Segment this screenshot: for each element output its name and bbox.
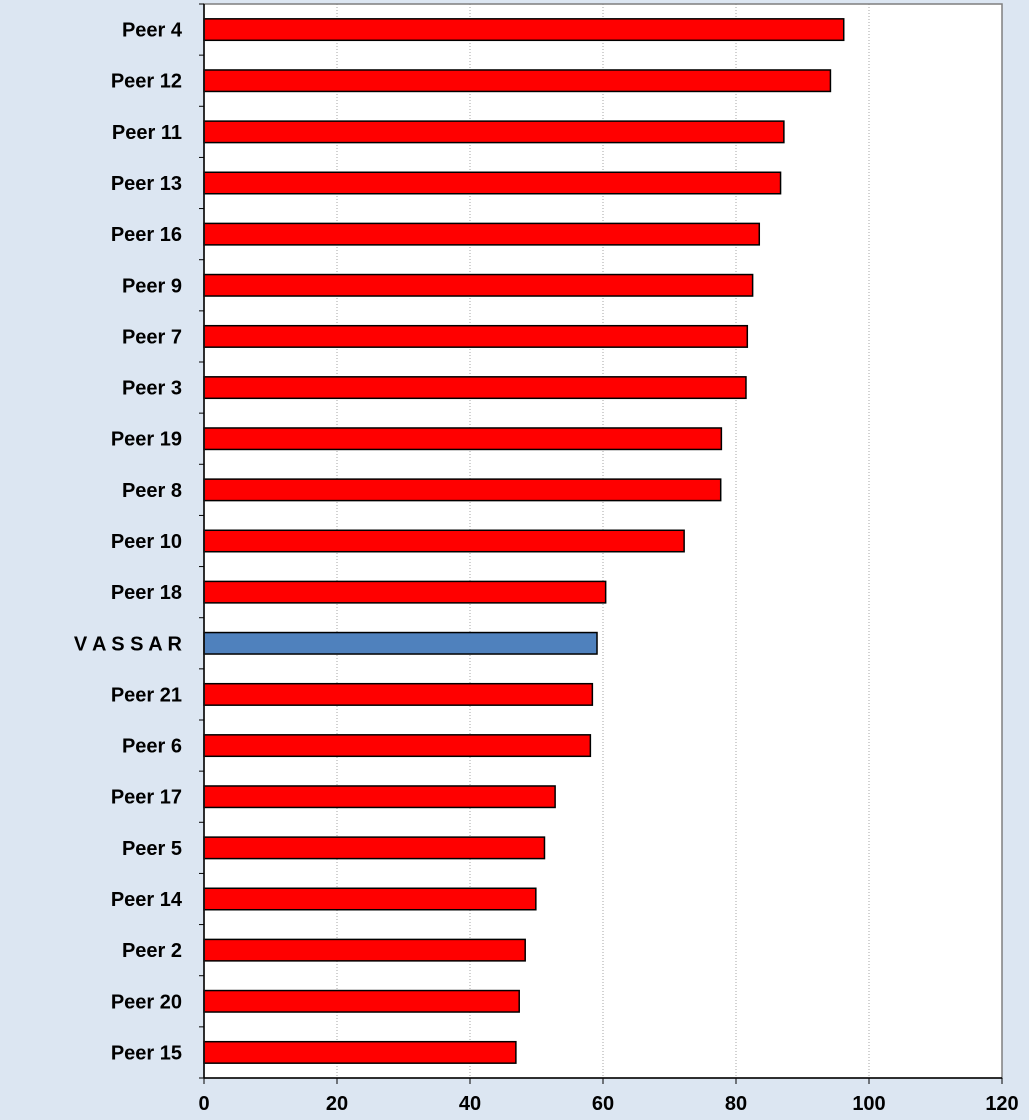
bar <box>203 478 722 502</box>
category-label: Peer 12 <box>111 71 182 93</box>
bar <box>203 580 607 604</box>
category-label: Peer 17 <box>111 787 182 809</box>
bar <box>203 69 832 93</box>
category-label: Peer 8 <box>122 480 182 502</box>
category-label: Peer 20 <box>111 991 182 1013</box>
category-label: Peer 7 <box>122 326 182 348</box>
category-label: Peer 5 <box>122 838 182 860</box>
bar <box>203 222 761 246</box>
category-labels: Peer 4 Peer 12 Peer 11 Peer 13 Peer 16 Peer 9… <box>74 20 183 1065</box>
x-tick-label: 60 <box>592 1093 614 1115</box>
category-label: Peer 6 <box>122 736 182 758</box>
category-label: Peer 21 <box>111 684 182 706</box>
bar <box>203 734 592 758</box>
category-label: Peer 10 <box>111 531 182 553</box>
bar <box>203 1040 517 1064</box>
bar <box>203 989 520 1013</box>
category-label: Peer 3 <box>122 378 182 400</box>
x-tick-label: 40 <box>459 1093 481 1115</box>
category-label: Peer 18 <box>111 582 182 604</box>
bar <box>203 529 685 553</box>
category-label: Peer 15 <box>111 1042 182 1064</box>
bar <box>203 273 754 297</box>
category-label: V A S S A R <box>74 633 183 655</box>
bars-group <box>203 18 845 1064</box>
x-tick-labels: 0 20 40 60 80 100 120 <box>198 1093 1018 1115</box>
category-label: Peer 4 <box>122 20 183 42</box>
category-label: Peer 19 <box>111 429 182 451</box>
category-label: Peer 11 <box>112 122 182 144</box>
bar <box>203 120 785 144</box>
x-tick-label: 100 <box>852 1093 885 1115</box>
x-tick-label: 20 <box>326 1093 348 1115</box>
bar <box>203 887 537 911</box>
x-tick-label: 0 <box>198 1093 209 1115</box>
category-label: Peer 2 <box>122 940 182 962</box>
bar <box>203 427 723 451</box>
category-label: Peer 9 <box>122 275 182 297</box>
bar <box>203 376 747 400</box>
bar <box>203 785 556 809</box>
axes-group <box>199 3 1003 1084</box>
bar <box>203 18 845 42</box>
bar <box>203 682 594 706</box>
category-label: Peer 14 <box>111 889 183 911</box>
bar <box>203 324 749 348</box>
x-tick-label: 80 <box>725 1093 747 1115</box>
category-label: Peer 16 <box>111 224 182 246</box>
x-tick-label: 120 <box>985 1093 1018 1115</box>
category-label: Peer 13 <box>111 173 182 195</box>
bar <box>203 171 782 195</box>
bar <box>203 938 526 962</box>
bar-highlight <box>203 631 598 655</box>
bar <box>203 836 546 860</box>
